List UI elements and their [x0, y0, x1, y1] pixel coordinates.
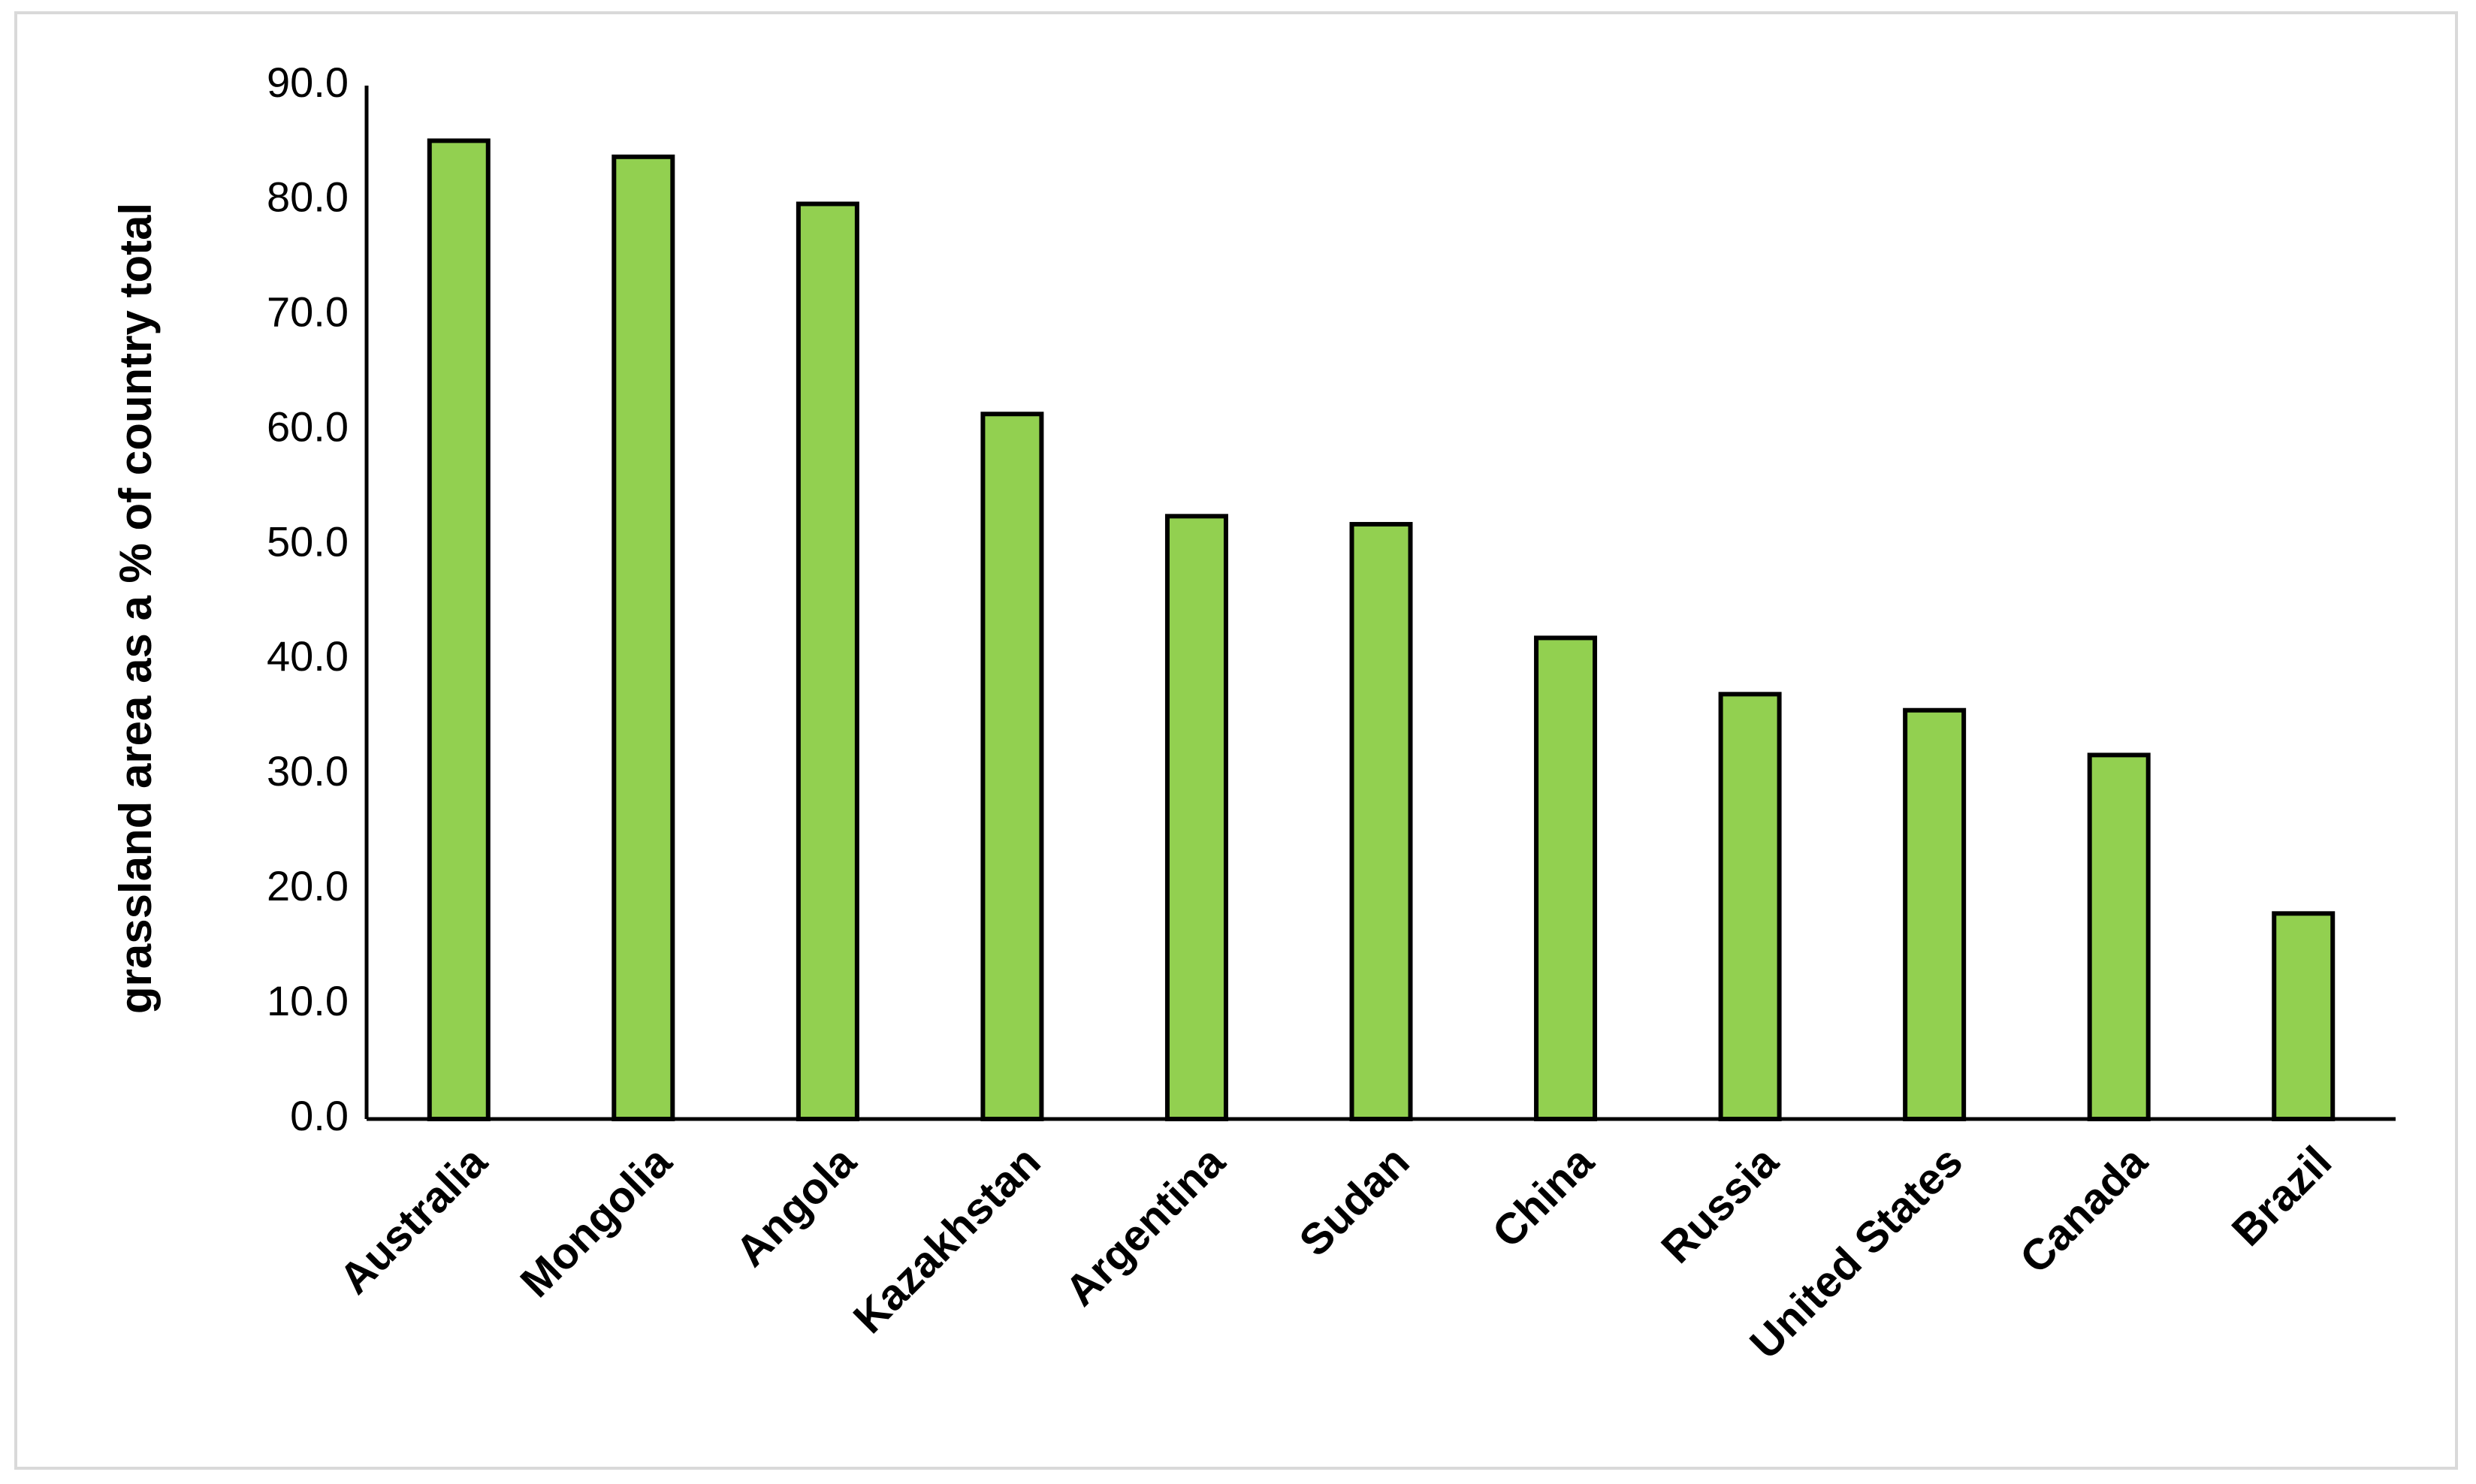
bar: [611, 154, 675, 1121]
bar: [1718, 692, 1782, 1121]
bar: [2087, 753, 2151, 1121]
y-tick-label: 40.0: [267, 632, 349, 680]
bar: [1349, 522, 1413, 1121]
y-tick-label: 60.0: [267, 403, 349, 450]
bar: [980, 412, 1044, 1121]
y-tick-label: 10.0: [267, 977, 349, 1024]
bar: [1164, 514, 1228, 1121]
y-tick-label: 30.0: [267, 747, 349, 795]
bar: [1903, 707, 1967, 1121]
y-tick-label: 20.0: [267, 862, 349, 909]
bar: [1534, 635, 1598, 1121]
y-tick-label: 70.0: [267, 288, 349, 336]
bar: [796, 201, 859, 1121]
y-tick-label: 0.0: [290, 1092, 349, 1139]
y-axis-title: grassland area as a % of country total: [110, 203, 161, 1014]
chart-frame: [14, 11, 2458, 1470]
y-tick-label: 90.0: [267, 59, 349, 106]
bar: [2272, 911, 2336, 1121]
y-tick-label: 80.0: [267, 173, 349, 221]
bar: [427, 138, 491, 1121]
y-tick-label: 50.0: [267, 517, 349, 565]
